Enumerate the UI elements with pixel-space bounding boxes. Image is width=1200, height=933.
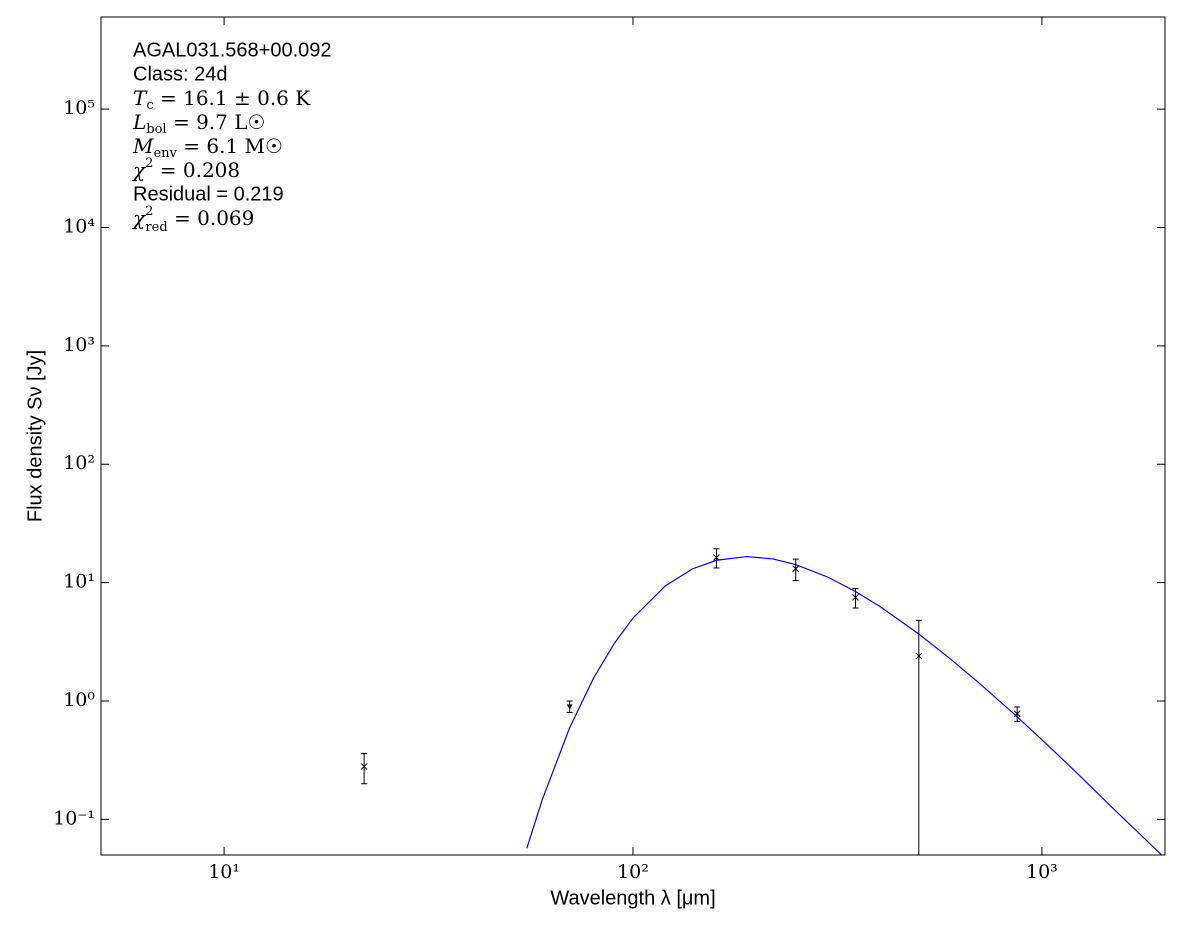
y-tick-label: 10⁻¹ [53,807,95,829]
annotation: χ2 = 0.208 [131,156,240,182]
annotation-text: = 16.1 ± 0.6 K [154,86,312,110]
point-marker [915,652,923,660]
annotation-symbol: χ [131,206,147,230]
model-curve [526,555,1163,855]
annotation: AGAL031.568+00.092 [133,39,332,61]
annotation-symbol: M [132,134,154,158]
plot-area [100,16,1166,856]
annotation-symbol: L [132,110,146,134]
y-tick-label: 10⁵ [63,97,95,119]
annotation: χ2 red = 0.069 [131,204,254,235]
annotation-symbol: χ [131,158,147,182]
annotation-subscript: red [145,220,167,235]
annotation-subscript: bol [146,122,166,137]
annotation-symbol: T [133,86,148,110]
annotation: Menv = 6.1 M☉ [132,134,283,161]
y-tick-label: 10³ [63,334,95,356]
x-tick-label: 10² [617,861,649,883]
point-marker [852,594,859,601]
annotation-subscript: env [153,146,177,161]
annotation-text: = 0.069 [168,206,255,230]
x-tick-label: 10³ [1026,861,1058,883]
annotation-text: = 6.1 M☉ [177,134,283,158]
annotation-text: = 0.208 [153,158,240,182]
x-tick-label: 10¹ [208,861,240,883]
annotation: Class: 24d [133,63,228,85]
annotation: Tc = 16.1 ± 0.6 K [133,86,311,113]
point-marker [792,565,800,573]
y-axis-label: Flux density Sν [Jy] [24,350,46,522]
y-tick-label: 10¹ [63,571,95,593]
annotation-subscript: c [146,98,153,113]
annotation-superscript: 2 [145,156,153,171]
annotation: Lbol = 9.7 L☉ [132,110,265,137]
point-marker [360,763,368,770]
annotation: Residual = 0.219 [133,183,284,205]
x-axis-label: Wavelength λ [μm] [550,887,715,909]
plot-content [360,548,1163,855]
annotation-superscript: 2 [145,204,153,219]
annotation-text: = 9.7 L☉ [167,110,266,134]
y-tick-label: 10⁴ [63,215,95,237]
upper-limit-marker [566,704,573,710]
y-tick-label: 10² [63,452,95,474]
y-tick-label: 10⁰ [63,689,95,711]
